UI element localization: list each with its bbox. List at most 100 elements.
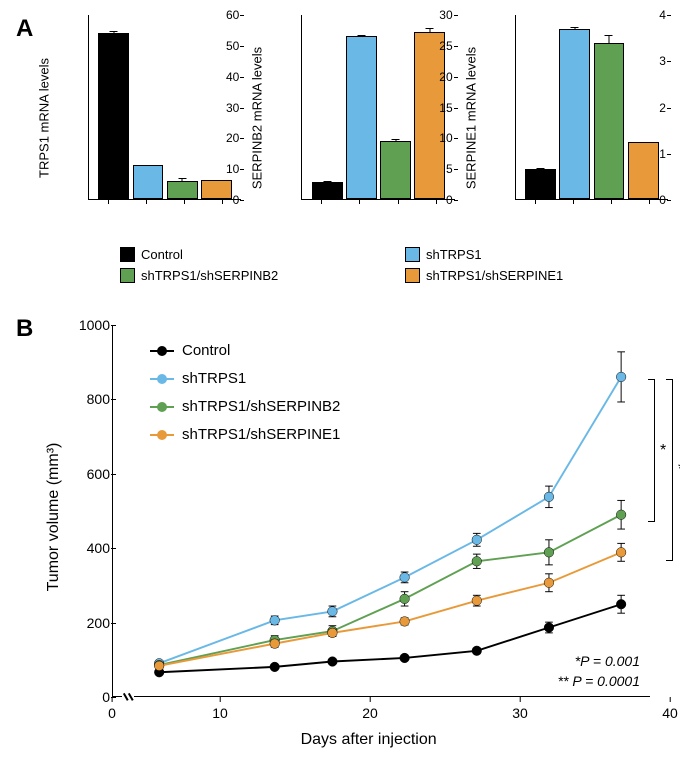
ytick: 30	[417, 8, 453, 22]
bar	[380, 141, 411, 199]
series-line	[159, 552, 621, 665]
data-point	[328, 657, 338, 667]
ytick: 0	[630, 193, 666, 207]
panel-a: TRPS1 mRNA levels0102030405060SERPINB2 m…	[40, 15, 670, 305]
legend-item: Control	[120, 247, 385, 262]
legend-item: shTRPS1/shSERPINB2	[150, 393, 340, 421]
data-point	[270, 616, 280, 626]
ytick: 400	[70, 540, 110, 556]
legend-item: shTRPS1/shSERPINE1	[405, 268, 670, 283]
data-point	[616, 510, 626, 520]
panel-a-label: A	[16, 15, 33, 43]
ytick: 30	[203, 101, 239, 115]
data-point	[616, 599, 626, 609]
swatch	[120, 247, 135, 262]
legend-marker	[150, 401, 174, 413]
ytick: 0	[70, 689, 110, 705]
p-values: *P = 0.001 ** P = 0.0001	[558, 651, 640, 691]
legend-marker	[150, 373, 174, 385]
legend-label: Control	[182, 337, 230, 365]
ytick: 10	[203, 162, 239, 176]
bar	[346, 36, 377, 199]
legend-label: shTRPS1/shSERPINE1	[182, 421, 340, 449]
data-point	[400, 594, 410, 604]
panel-b-legend: ControlshTRPS1shTRPS1/shSERPINB2shTRPS1/…	[150, 337, 340, 449]
panel-b-xlabel: Days after injection	[301, 731, 437, 749]
legend-item: shTRPS1/shSERPINE1	[150, 421, 340, 449]
series-line	[159, 515, 621, 665]
swatch	[405, 268, 420, 283]
data-point	[328, 607, 338, 617]
ytick: 25	[417, 39, 453, 53]
swatch	[405, 247, 420, 262]
ytick: 15	[417, 101, 453, 115]
ytick: 4	[630, 8, 666, 22]
data-point	[544, 492, 554, 502]
ylabel: TRPS1 mRNA levels	[37, 58, 52, 178]
swatch	[120, 268, 135, 283]
ytick: 50	[203, 39, 239, 53]
legend-label: shTRPS1	[182, 365, 246, 393]
data-point	[472, 596, 482, 606]
panel-a-legend: Control shTRPS1 shTRPS1/shSERPINB2 shTRPS1/…	[120, 247, 670, 283]
xtick: 10	[212, 705, 228, 721]
legend-item: shTRPS1	[405, 247, 670, 262]
bar-chart: TRPS1 mRNA levels0102030405060	[48, 15, 243, 220]
panel-b-ylabel: Tumor volume (mm³)	[45, 443, 63, 592]
data-point	[472, 556, 482, 566]
ytick: 40	[203, 70, 239, 84]
ytick: 1	[630, 147, 666, 161]
data-point	[544, 578, 554, 588]
ylabel: SERPINB2 mRNA levels	[250, 46, 265, 188]
bar-chart: SERPINE1 mRNA levels01234	[475, 15, 670, 220]
data-point	[472, 535, 482, 545]
ytick: 10	[417, 131, 453, 145]
ytick: 0	[203, 193, 239, 207]
data-point	[544, 548, 554, 558]
legend-item: shTRPS1/shSERPINB2	[120, 268, 385, 283]
xtick: 30	[512, 705, 528, 721]
data-point	[328, 628, 338, 638]
data-point	[616, 372, 626, 382]
legend-item: shTRPS1	[150, 365, 340, 393]
xtick: 0	[108, 705, 116, 721]
bar	[594, 43, 625, 199]
data-point	[270, 662, 280, 672]
ytick: 20	[203, 131, 239, 145]
data-point	[270, 639, 280, 649]
data-point	[154, 661, 164, 671]
ytick: 200	[70, 615, 110, 631]
ytick: 5	[417, 162, 453, 176]
data-point	[616, 548, 626, 558]
legend-marker	[150, 429, 174, 441]
significance-stars: *	[660, 442, 666, 460]
ylabel: SERPINE1 mRNA levels	[463, 46, 478, 188]
bar	[167, 181, 198, 199]
panel-b: Tumor volume (mm³) Days after injection …	[40, 315, 670, 755]
legend-marker	[150, 345, 174, 357]
bar-chart: SERPINB2 mRNA levels051015202530	[261, 15, 456, 220]
ytick: 20	[417, 70, 453, 84]
legend-item: Control	[150, 337, 340, 365]
ytick: 3	[630, 54, 666, 68]
data-point	[400, 573, 410, 583]
data-point	[544, 623, 554, 633]
bar	[559, 29, 590, 199]
xtick: 40	[662, 705, 678, 721]
data-point	[472, 646, 482, 656]
ytick: 0	[417, 193, 453, 207]
ytick: 2	[630, 101, 666, 115]
bar	[133, 165, 164, 199]
significance-bracket	[672, 379, 673, 561]
ytick: 800	[70, 391, 110, 407]
ytick: 1000	[70, 317, 110, 333]
ytick: 600	[70, 466, 110, 482]
panel-b-label: B	[16, 315, 33, 343]
data-point	[400, 617, 410, 627]
bar	[98, 33, 129, 199]
data-point	[400, 653, 410, 663]
xtick: 20	[362, 705, 378, 721]
ytick: 60	[203, 8, 239, 22]
bar	[312, 182, 343, 199]
legend-label: shTRPS1/shSERPINB2	[182, 393, 340, 421]
